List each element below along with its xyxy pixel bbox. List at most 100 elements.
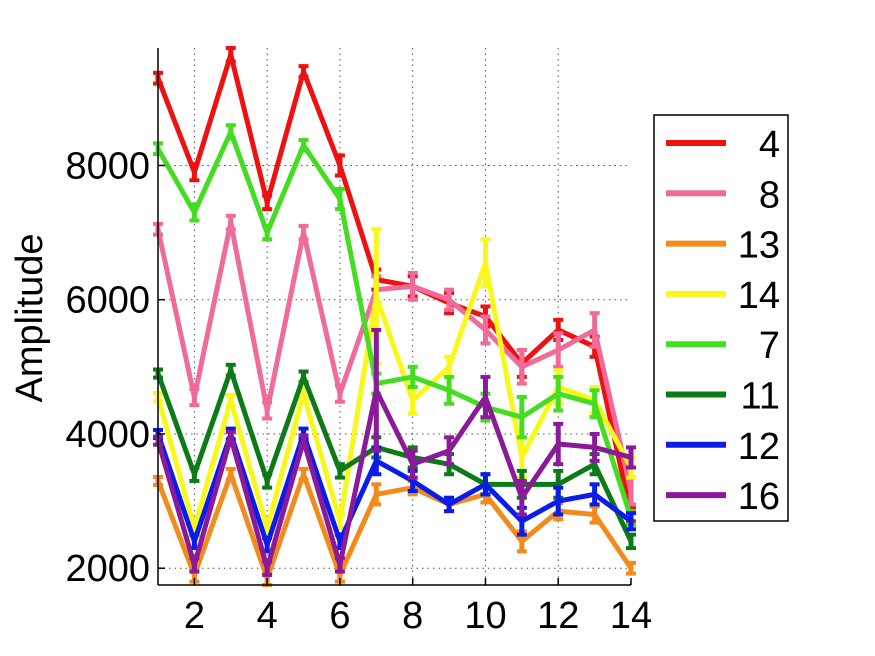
- x-tick-label: 14: [610, 595, 652, 637]
- data-point: [628, 454, 634, 460]
- series-16: [153, 327, 636, 577]
- data-point: [628, 518, 634, 524]
- data-point: [301, 471, 307, 477]
- data-point: [410, 461, 416, 467]
- x-tick-label: 2: [184, 595, 205, 637]
- axes: [157, 48, 632, 586]
- data-point: [555, 441, 561, 447]
- data-point: [373, 491, 379, 497]
- data-point: [191, 525, 197, 531]
- data-point: [337, 572, 343, 578]
- data-point: [519, 364, 525, 370]
- data-point: [301, 142, 307, 148]
- series-line-11: [155, 367, 634, 543]
- data-point: [337, 196, 343, 202]
- data-point: [191, 538, 197, 544]
- legend-label-4: 4: [759, 124, 780, 166]
- data-point: [337, 518, 343, 524]
- data-point: [191, 471, 197, 477]
- series-line-13: [155, 471, 634, 581]
- data-point: [228, 367, 234, 373]
- data-point: [519, 414, 525, 420]
- grid-lines: [158, 48, 631, 585]
- data-point: [555, 327, 561, 333]
- data-point: [228, 220, 234, 226]
- series-line-8: [155, 220, 634, 492]
- data-point: [191, 572, 197, 578]
- data-point: [519, 518, 525, 524]
- data-point: [264, 478, 270, 484]
- data-point: [337, 162, 343, 168]
- data-point: [228, 52, 234, 58]
- legend-label-14: 14: [738, 275, 780, 317]
- data-point: [555, 481, 561, 487]
- legend-label-11: 11: [741, 376, 780, 418]
- data-point: [228, 397, 234, 403]
- data-point: [519, 495, 525, 501]
- data-point: [446, 501, 452, 507]
- series-line-16: [155, 387, 632, 571]
- data-point: [264, 199, 270, 205]
- data-point: [191, 169, 197, 175]
- data-point: [410, 478, 416, 484]
- y-tick-label: 6000: [65, 280, 150, 322]
- data-point: [592, 491, 598, 497]
- data-point: [228, 434, 234, 440]
- data-point: [592, 444, 598, 450]
- legend-label-13: 13: [738, 225, 780, 267]
- data-point: [337, 468, 343, 474]
- legend-label-16: 16: [738, 476, 780, 518]
- data-point: [519, 454, 525, 460]
- x-tick-label: 6: [329, 595, 350, 637]
- data-point: [301, 230, 307, 236]
- data-point: [446, 364, 452, 370]
- data-point: [592, 401, 598, 407]
- data-point: [228, 129, 234, 135]
- data-point: [555, 391, 561, 397]
- data-point: [410, 374, 416, 380]
- legend: 4 8 13 14 7 11 12 16: [653, 114, 789, 522]
- data-point: [373, 387, 379, 393]
- data-point: [373, 458, 379, 464]
- data-point: [301, 438, 307, 444]
- data-point: [191, 394, 197, 400]
- data-point: [446, 297, 452, 303]
- data-point: [337, 391, 343, 397]
- data-point: [264, 542, 270, 548]
- x-tick-label: 8: [402, 595, 423, 637]
- series-group: [153, 46, 636, 587]
- tick-labels: 2 4 6 8 10 12 14 2000 4000 6000 8000: [65, 145, 652, 637]
- data-point: [592, 512, 598, 518]
- data-point: [410, 283, 416, 289]
- data-point: [264, 525, 270, 531]
- data-point: [264, 407, 270, 413]
- data-point: [482, 327, 488, 333]
- data-point: [628, 565, 634, 571]
- data-point: [628, 488, 634, 494]
- y-axis-label: Amplitude: [9, 234, 51, 403]
- data-point: [482, 394, 488, 400]
- legend-label-8: 8: [759, 174, 780, 216]
- data-point: [410, 397, 416, 403]
- x-tick-label: 12: [537, 595, 579, 637]
- data-point: [592, 327, 598, 333]
- data-point: [519, 538, 525, 544]
- legend-label-12: 12: [738, 426, 780, 468]
- data-point: [301, 68, 307, 74]
- data-point: [337, 538, 343, 544]
- x-tick-label: 4: [257, 595, 278, 637]
- data-point: [555, 347, 561, 353]
- data-point: [592, 461, 598, 467]
- y-tick-label: 8000: [65, 145, 150, 187]
- data-point: [446, 387, 452, 393]
- legend-label-7: 7: [759, 325, 780, 367]
- data-point: [228, 471, 234, 477]
- data-point: [555, 498, 561, 504]
- data-point: [446, 448, 452, 454]
- legend-box: [653, 114, 789, 522]
- data-point: [628, 538, 634, 544]
- y-tick-label: 4000: [65, 414, 150, 456]
- y-tick-label: 2000: [65, 548, 150, 590]
- data-point: [482, 481, 488, 487]
